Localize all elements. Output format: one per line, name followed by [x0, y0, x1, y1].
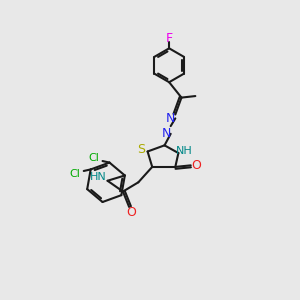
Text: N: N: [161, 127, 171, 140]
Text: O: O: [191, 159, 201, 172]
Text: Cl: Cl: [88, 153, 100, 163]
Text: O: O: [127, 206, 136, 219]
Text: S: S: [137, 143, 146, 156]
Text: NH: NH: [176, 146, 193, 156]
Text: F: F: [166, 32, 173, 45]
Text: Cl: Cl: [70, 169, 81, 179]
Text: N: N: [166, 112, 175, 125]
Text: HN: HN: [90, 172, 107, 182]
